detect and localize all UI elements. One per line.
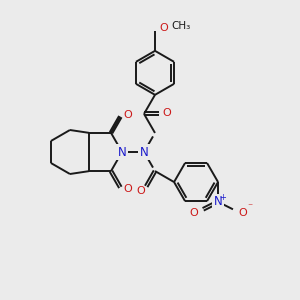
Text: N: N (140, 146, 148, 158)
Text: O: O (238, 208, 247, 218)
Text: O: O (189, 208, 198, 218)
Text: N: N (214, 195, 222, 208)
Text: O: O (123, 110, 132, 120)
Text: N: N (118, 146, 126, 158)
Text: O: O (162, 108, 171, 118)
Text: O: O (123, 184, 132, 194)
Text: +: + (220, 194, 226, 202)
Text: O: O (159, 23, 168, 33)
Text: O: O (137, 187, 146, 196)
Text: ⁻: ⁻ (247, 203, 252, 213)
Text: CH₃: CH₃ (171, 21, 190, 31)
